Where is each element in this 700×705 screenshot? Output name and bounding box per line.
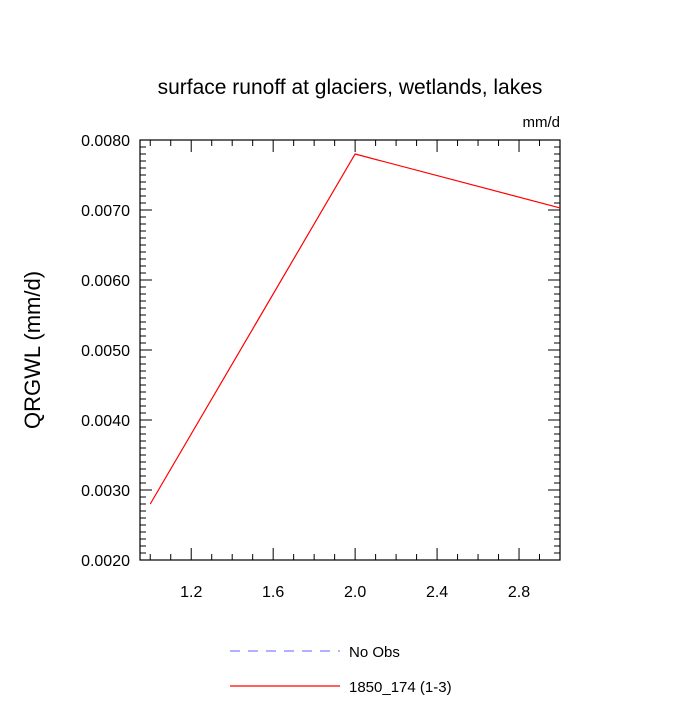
y-tick-label: 0.0030 — [81, 483, 130, 500]
y-tick-label: 0.0080 — [81, 133, 130, 150]
axes: 1.2 1.6 2.0 2.4 2.8 0.0020 0.0030 0.0040 0.0050 0… — [81, 133, 561, 601]
x-tick-label: 1.6 — [262, 584, 284, 601]
y-tick-label: 0.0020 — [81, 553, 130, 570]
units-label: mm/d — [523, 114, 561, 131]
y-tick-label: 0.0060 — [81, 273, 130, 290]
x-tick-label: 1.2 — [180, 584, 202, 601]
plot-frame — [139, 139, 561, 561]
legend-label: No Obs — [349, 644, 400, 661]
y-tick-label: 0.0070 — [81, 203, 130, 220]
legend-label: 1850_174 (1-3) — [349, 679, 452, 696]
x-tick-label: 2.0 — [344, 584, 366, 601]
plot-series — [149, 153, 561, 505]
x-tick-label: 2.4 — [426, 584, 448, 601]
series-line — [149, 153, 561, 505]
chart-title: surface runoff at glaciers, wetlands, la… — [158, 76, 543, 99]
y-tick-label: 0.0050 — [81, 343, 130, 360]
y-axis-label: QRGWL (mm/d) — [20, 271, 45, 429]
y-tick-label: 0.0040 — [81, 413, 130, 430]
legend: No Obs 1850_174 (1-3) — [230, 644, 452, 696]
x-tick-label: 2.8 — [508, 584, 530, 601]
